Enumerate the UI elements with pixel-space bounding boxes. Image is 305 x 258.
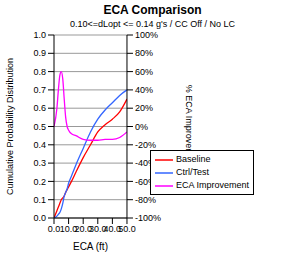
html-text:0.10<=dLopt <= 0.14 g's / CC O: 0.10<=dLopt <= 0.14 g's / CC Off / No LC	[69, 19, 236, 29]
svg-text:0.4: 0.4	[33, 140, 46, 150]
svg-text:20.0: 20.0	[74, 224, 92, 235]
svg-text:-80%: -80%	[135, 195, 156, 205]
svg-text:10.0: 10.0	[59, 224, 78, 235]
svg-text:0.2: 0.2	[33, 177, 46, 187]
svg-text:0.7: 0.7	[33, 85, 46, 95]
svg-text:ECA (ft): ECA (ft)	[73, 241, 108, 252]
svg-text:Cumulative Probability Distrib: Cumulative Probability Distribution	[8, 58, 15, 195]
svg-text:0.5: 0.5	[33, 122, 46, 132]
svg-text:-40%: -40%	[135, 158, 156, 168]
svg-text:1.0: 1.0	[33, 30, 46, 40]
svg-text:60%: 60%	[135, 67, 153, 77]
svg-text:-20%: -20%	[135, 140, 156, 150]
html-text:Baseline: Baseline	[176, 154, 211, 164]
svg-text:40.0: 40.0	[103, 224, 122, 235]
svg-text:-100%: -100%	[135, 213, 161, 223]
svg-text:% ECA Improvement: % ECA Improvement	[184, 85, 194, 169]
html-text:ECA Comparison: ECA Comparison	[103, 3, 202, 17]
svg-text:80%: 80%	[135, 48, 153, 58]
svg-text:30.0: 30.0	[89, 224, 107, 235]
svg-text:100%: 100%	[135, 30, 158, 40]
html-text:Ctrl/Test: Ctrl/Test	[176, 167, 209, 177]
html-text:ECA Improvement: ECA Improvement	[176, 180, 249, 190]
svg-text:0.9: 0.9	[33, 48, 46, 58]
svg-text:0.6: 0.6	[33, 103, 46, 113]
svg-text:0.0: 0.0	[33, 213, 46, 223]
svg-text:50.0: 50.0	[118, 224, 136, 234]
svg-text:20%: 20%	[135, 103, 153, 113]
svg-text:0.3: 0.3	[33, 158, 46, 168]
svg-text:0.8: 0.8	[33, 67, 46, 77]
svg-text:0.0: 0.0	[48, 224, 61, 234]
svg-text:40%: 40%	[135, 85, 153, 95]
svg-text:0%: 0%	[135, 122, 148, 132]
svg-text:-60%: -60%	[135, 177, 156, 187]
svg-text:0.1: 0.1	[33, 195, 46, 205]
